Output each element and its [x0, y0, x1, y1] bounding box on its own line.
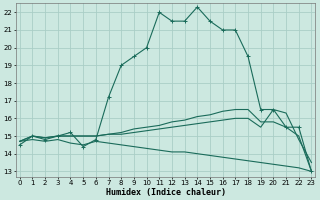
- X-axis label: Humidex (Indice chaleur): Humidex (Indice chaleur): [106, 188, 226, 197]
